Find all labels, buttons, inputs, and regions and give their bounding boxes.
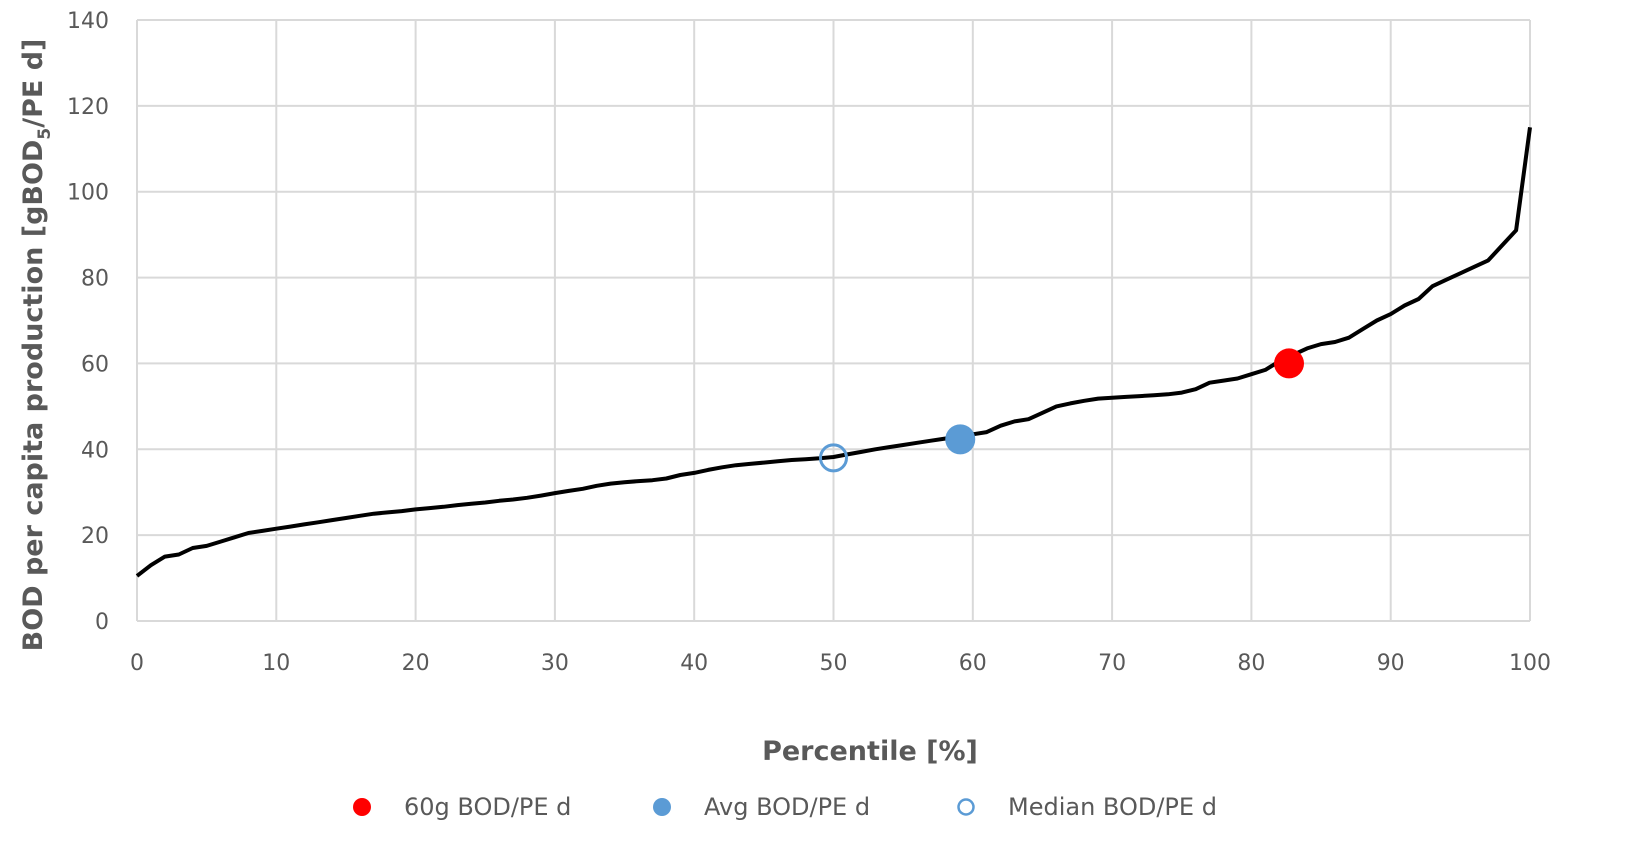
x-tick-label: 20 xyxy=(402,651,430,676)
legend-swatch xyxy=(957,798,975,816)
y-tick-labels: 0 20 40 60 80 100 120 140 xyxy=(67,9,109,635)
marker-point xyxy=(1274,348,1305,379)
legend-item: Avg BOD/PE d xyxy=(653,793,870,821)
x-tick-label: 80 xyxy=(1237,651,1265,676)
y-tick-label: 0 xyxy=(95,610,109,635)
marker-layer xyxy=(819,348,1305,473)
x-tick-label: 10 xyxy=(262,651,290,676)
legend-swatch xyxy=(353,798,371,816)
y-tick-label: 120 xyxy=(67,95,109,120)
y-tick-label: 100 xyxy=(67,181,109,206)
legend-label: Median BOD/PE d xyxy=(1008,793,1217,821)
x-axis-title: Percentile [%] xyxy=(762,736,978,767)
x-tick-label: 100 xyxy=(1509,651,1551,676)
y-axis-title-tail: /PE d] xyxy=(18,39,49,128)
x-tick-labels: 0 10 20 30 40 50 60 70 80 90 100 xyxy=(130,651,1551,676)
x-tick-label: 70 xyxy=(1098,651,1126,676)
legend-label: Avg BOD/PE d xyxy=(704,793,870,821)
legend-item: 60g BOD/PE d xyxy=(353,793,571,821)
marker-point xyxy=(819,443,848,473)
y-tick-label: 60 xyxy=(81,352,109,377)
grid xyxy=(136,19,1531,622)
legend: 60g BOD/PE d Avg BOD/PE d Median BOD/PE d xyxy=(353,793,1217,821)
x-tick-label: 40 xyxy=(680,651,708,676)
y-axis-title: BOD per capita production [gBOD5/PE d] xyxy=(18,39,55,652)
y-axis-title-main: BOD per capita production [gBOD xyxy=(18,140,49,652)
legend-label: 60g BOD/PE d xyxy=(404,793,571,821)
y-axis-title-subscript: 5 xyxy=(35,128,55,140)
y-tick-label: 20 xyxy=(81,524,109,549)
x-tick-label: 30 xyxy=(541,651,569,676)
x-tick-label: 90 xyxy=(1377,651,1405,676)
y-tick-label: 80 xyxy=(81,267,109,292)
x-tick-label: 0 xyxy=(130,651,144,676)
legend-item: Median BOD/PE d xyxy=(957,793,1217,821)
x-tick-label: 50 xyxy=(820,651,848,676)
y-tick-label: 40 xyxy=(81,438,109,463)
legend-swatch xyxy=(653,798,671,816)
marker-point xyxy=(945,424,976,455)
y-tick-label: 140 xyxy=(67,9,109,34)
x-tick-label: 60 xyxy=(959,651,987,676)
